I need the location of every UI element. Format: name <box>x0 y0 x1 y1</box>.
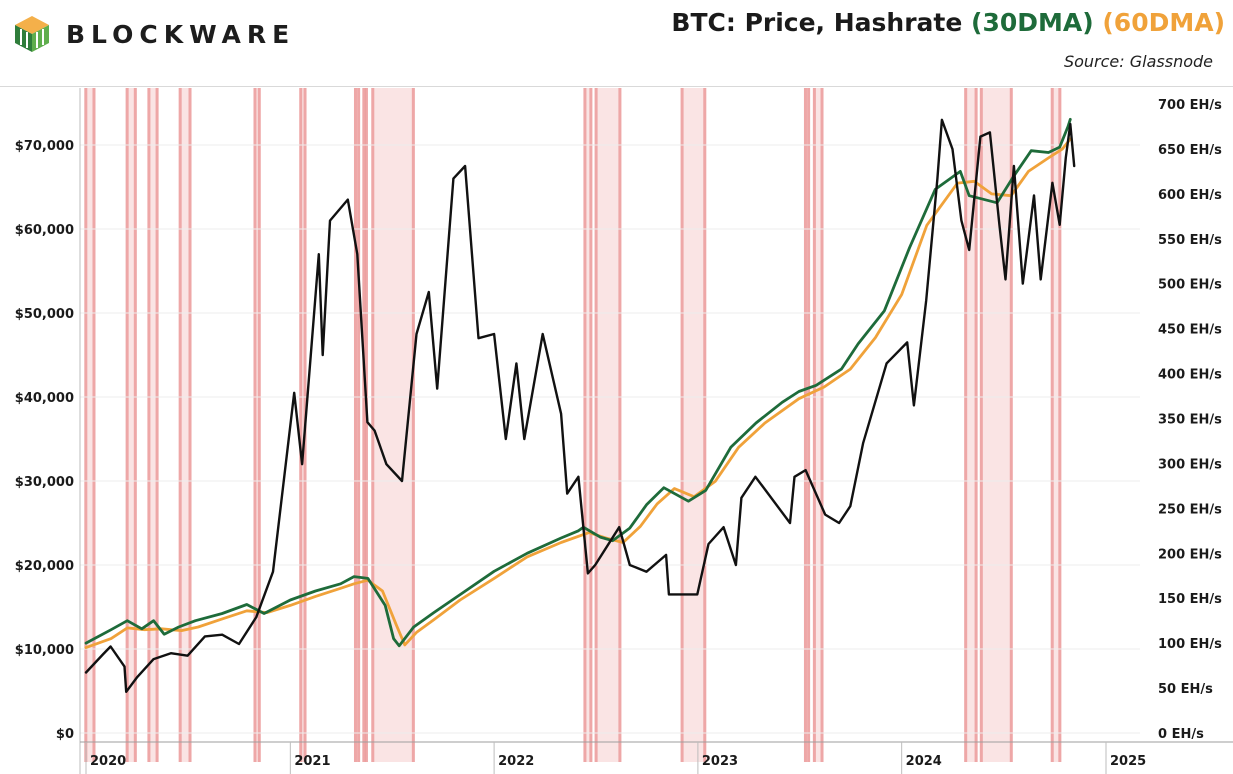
shaded-period-edge-start-1 <box>125 88 129 762</box>
shaded-period-edge-start-9 <box>583 88 587 762</box>
shaded-period-edge-start-7 <box>362 88 366 762</box>
shaded-period-4 <box>253 88 261 762</box>
shaded-period-edge-start-10 <box>594 88 598 762</box>
y-right-tick-label: 250 EH/s <box>1158 502 1222 517</box>
shaded-period-edge-end-2 <box>155 88 159 762</box>
shaded-period-5 <box>299 88 307 762</box>
shaded-period-edge-end-6 <box>357 88 361 762</box>
shaded-period-edge-end-9 <box>589 88 593 762</box>
x-tick-label: 2022 <box>498 754 534 769</box>
shaded-period-edge-end-14 <box>974 88 978 762</box>
shaded-period-edge-end-4 <box>257 88 261 762</box>
y-left-tick-label: $60,000 <box>15 223 74 238</box>
y-right-tick-label: 0 EH/s <box>1158 727 1204 742</box>
y-right-tick-label: 600 EH/s <box>1158 188 1222 203</box>
y-left-tick-label: $20,000 <box>15 559 74 574</box>
x-tick-label: 2021 <box>294 754 330 769</box>
y-right-tick-label: 450 EH/s <box>1158 323 1222 338</box>
y-right-tick-label: 700 EH/s <box>1158 98 1222 113</box>
chart-header: BLOCKWARE BTC: Price, Hashrate (30DMA) (… <box>0 0 1233 86</box>
series-lines <box>84 117 1076 693</box>
y-left-tick-label: $50,000 <box>15 307 74 322</box>
shaded-period-edge-end-16 <box>1058 88 1062 762</box>
shaded-period-edge-end-12 <box>807 88 811 762</box>
chart-title-main: BTC: Price, Hashrate <box>671 8 972 37</box>
y-right-tick-label: 150 EH/s <box>1158 592 1222 607</box>
shaded-period-edge-start-14 <box>964 88 968 762</box>
chart-title: BTC: Price, Hashrate (30DMA) (60DMA) <box>671 8 1225 37</box>
shaded-period-2 <box>147 88 159 762</box>
series-line-price <box>84 118 1076 693</box>
y-left-tick-label: $70,000 <box>15 139 74 154</box>
shaded-period-0 <box>84 88 96 762</box>
shaded-period-edge-start-13 <box>812 88 816 762</box>
shaded-period-edge-start-5 <box>299 88 303 762</box>
shaded-period-edge-end-7 <box>364 88 368 762</box>
x-tick-label: 2023 <box>702 754 738 769</box>
shaded-period-11 <box>680 88 707 762</box>
y-left-tick-label: $30,000 <box>15 475 74 490</box>
shaded-period-edge-end-10 <box>618 88 622 762</box>
shaded-period-edge-end-15 <box>1009 88 1013 762</box>
x-tick-label: 2025 <box>1110 754 1146 769</box>
y-right-tick-label: 500 EH/s <box>1158 278 1222 293</box>
shaded-period-edge-start-0 <box>84 88 88 762</box>
y-right-tick-label: 300 EH/s <box>1158 457 1222 472</box>
shaded-period-6 <box>353 88 361 762</box>
shaded-period-edge-end-13 <box>820 88 824 762</box>
shaded-period-edge-start-15 <box>979 88 983 762</box>
y-right-tick-label: 350 EH/s <box>1158 413 1222 428</box>
y-right-tick-label: 400 EH/s <box>1158 368 1222 383</box>
y-right-tick-label: 650 EH/s <box>1158 143 1222 158</box>
shaded-period-edge-start-4 <box>253 88 257 762</box>
chart-title-60dma: (60DMA) <box>1093 8 1225 37</box>
shaded-period-edge-start-12 <box>803 88 807 762</box>
brand-name: BLOCKWARE <box>66 19 296 49</box>
shaded-period-9 <box>583 88 593 762</box>
y-right-tick-label: 50 EH/s <box>1158 682 1213 697</box>
shaded-period-edge-start-3 <box>178 88 182 762</box>
chart-source: Source: Glassnode <box>1063 52 1213 71</box>
series-line-hashrate-60dma <box>84 137 1072 649</box>
shaded-period-edge-start-6 <box>353 88 357 762</box>
chart-title-30dma: (30DMA) <box>971 8 1094 37</box>
shaded-period-1 <box>125 88 137 762</box>
blockware-logo: BLOCKWARE <box>12 14 295 54</box>
shaded-period-14 <box>964 88 978 762</box>
x-tick-label: 2024 <box>906 754 942 769</box>
y-right-tick-label: 200 EH/s <box>1158 547 1222 562</box>
shaded-period-edge-start-16 <box>1050 88 1054 762</box>
shaded-period-edge-end-0 <box>92 88 96 762</box>
shaded-period-edge-start-2 <box>147 88 151 762</box>
axes: $0 $10,000 $20,000 $30,000 $40,000 $50,000 $60… <box>15 88 1233 774</box>
x-tick-label: 2020 <box>90 754 126 769</box>
shaded-period-16 <box>1050 88 1062 762</box>
y-left-tick-label: $0 <box>56 727 74 742</box>
shaded-period-12 <box>803 88 811 762</box>
y-right-tick-label: 550 EH/s <box>1158 233 1222 248</box>
shaded-periods <box>84 88 1062 762</box>
y-right-tick-label: 100 EH/s <box>1158 637 1222 652</box>
y-left-tick-label: $40,000 <box>15 391 74 406</box>
shaded-period-edge-start-8 <box>371 88 375 762</box>
shaded-period-edge-start-11 <box>680 88 684 762</box>
shaded-period-3 <box>178 88 192 762</box>
shaded-period-edge-end-1 <box>133 88 137 762</box>
shaded-period-edge-end-11 <box>703 88 707 762</box>
shaded-period-10 <box>594 88 622 762</box>
blockware-logo-icon <box>15 16 49 52</box>
shaded-period-edge-end-3 <box>188 88 192 762</box>
shaded-period-edge-end-8 <box>411 88 415 762</box>
shaded-period-13 <box>812 88 824 762</box>
series-line-hashrate-30dma <box>84 117 1072 648</box>
header-divider <box>0 86 1233 87</box>
y-left-tick-label: $10,000 <box>15 643 74 658</box>
